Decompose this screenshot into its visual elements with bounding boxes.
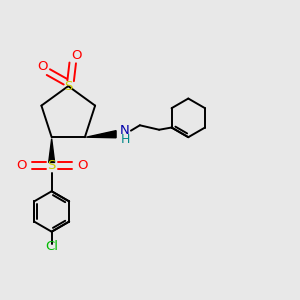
Text: O: O [16, 159, 26, 172]
Text: O: O [77, 159, 88, 172]
Text: Cl: Cl [45, 240, 58, 253]
Text: S: S [47, 159, 56, 172]
Text: O: O [71, 49, 82, 62]
Text: S: S [64, 80, 73, 93]
Text: N: N [120, 124, 130, 137]
Text: O: O [37, 60, 48, 73]
Text: H: H [120, 133, 130, 146]
Polygon shape [49, 139, 55, 162]
Polygon shape [86, 130, 116, 138]
